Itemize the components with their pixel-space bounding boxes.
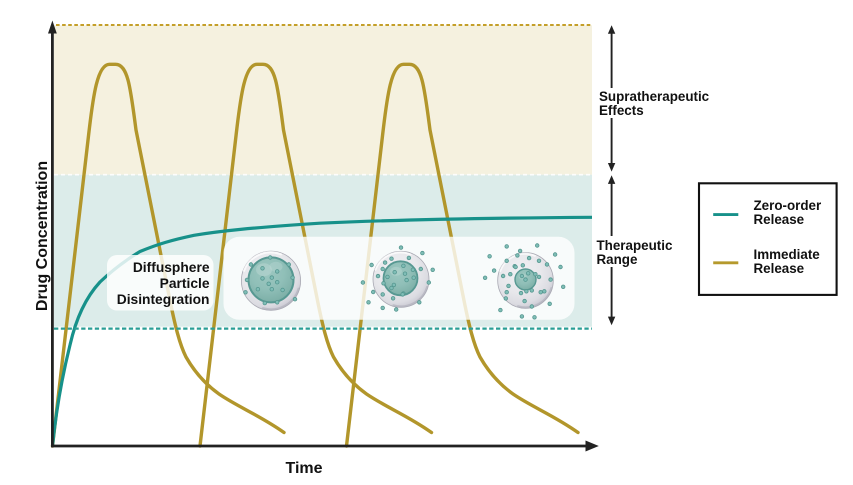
svg-text:Drug Concentration: Drug Concentration [34,161,51,311]
